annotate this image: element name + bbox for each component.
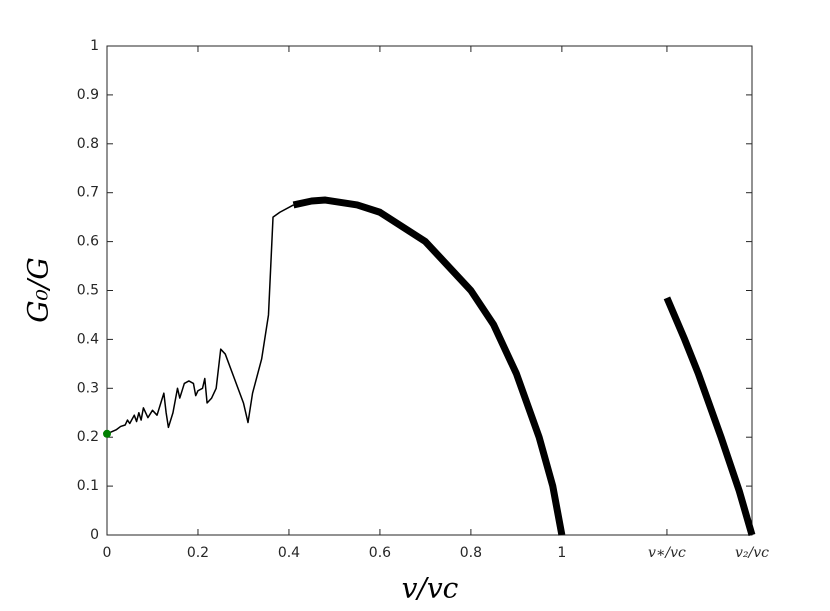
y-tick-label: 0.1 bbox=[77, 478, 99, 494]
x-tick-label: 0.6 bbox=[369, 545, 391, 561]
y-tick-label: 0 bbox=[90, 527, 99, 543]
y-tick-label: 0.9 bbox=[77, 87, 99, 103]
x-tick-label: 0.4 bbox=[278, 545, 300, 561]
y-tick-label: 0.7 bbox=[77, 185, 99, 201]
x-tick-label: v∗/vc bbox=[648, 545, 686, 561]
x-tick-label: 1 bbox=[557, 545, 566, 561]
y-tick-label: 0.2 bbox=[77, 429, 99, 445]
x-axis-label: v/vc bbox=[402, 572, 459, 605]
start-point bbox=[103, 429, 111, 438]
line-series bbox=[663, 296, 756, 536]
y-tick-label: 0.5 bbox=[77, 283, 99, 299]
plot-frame bbox=[106, 45, 753, 536]
y-tick-label: 0.8 bbox=[77, 136, 99, 152]
y-tick-label: 0.6 bbox=[77, 234, 99, 250]
line-series bbox=[106, 204, 294, 435]
y-tick-label: 0.4 bbox=[77, 331, 99, 347]
x-tick-label: 0.2 bbox=[187, 545, 209, 561]
line-series bbox=[292, 196, 566, 536]
y-tick-label: 1 bbox=[90, 38, 99, 54]
x-tick-label: v₂/vc bbox=[735, 545, 769, 561]
x-tick-label: 0 bbox=[103, 545, 112, 561]
y-axis-label: G₀/G bbox=[22, 257, 55, 322]
y-tick-label: 0.3 bbox=[77, 380, 99, 396]
x-tick-label: 0.8 bbox=[460, 545, 482, 561]
